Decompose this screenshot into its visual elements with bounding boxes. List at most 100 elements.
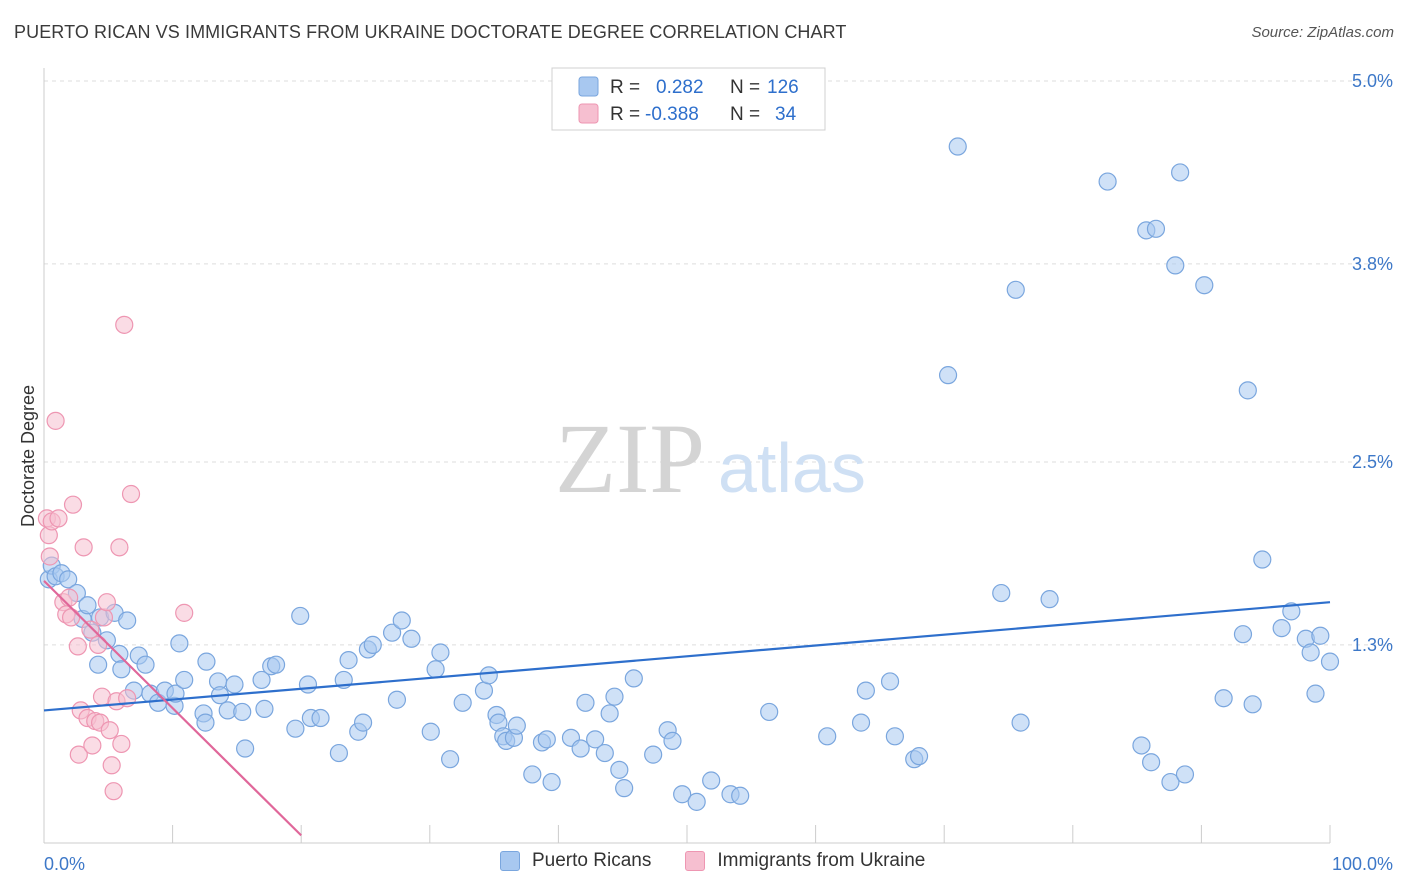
- puerto-rican-point: [938, 366, 958, 385]
- stats-r-value-2: -0.388: [645, 104, 699, 125]
- stats-r-label-2: R =: [610, 104, 640, 125]
- ukraine-point: [63, 495, 83, 514]
- ukraine-point: [175, 603, 194, 622]
- puerto-rican-point: [1161, 772, 1180, 792]
- stats-legend: R = 0.282 N = 126 R = -0.388 N = 34: [551, 67, 826, 131]
- puerto-rican-point: [702, 771, 721, 790]
- puerto-rican-point: [586, 730, 605, 749]
- puerto-rican-point: [576, 693, 595, 712]
- y-tick-label: 3.8%: [1352, 254, 1393, 274]
- puerto-rican-point: [291, 606, 310, 626]
- puerto-rican-point: [329, 743, 349, 763]
- ukraine-point: [83, 736, 102, 755]
- puerto-rican-point: [1171, 163, 1190, 182]
- ukraine-point: [60, 588, 79, 607]
- puerto-rican-point: [392, 611, 411, 630]
- puerto-rican-point: [1132, 736, 1151, 755]
- puerto-rican-point: [363, 635, 382, 654]
- ukraine-point: [68, 637, 87, 656]
- ukraine-point: [89, 635, 108, 654]
- stats-n-value-2: 34: [775, 104, 797, 125]
- puerto-rican-point: [948, 137, 967, 156]
- puerto-rican-point: [382, 623, 402, 642]
- puerto-rican-point: [600, 704, 619, 723]
- puerto-rican-point: [170, 634, 189, 653]
- puerto-rican-point: [112, 660, 131, 679]
- puerto-rican-point: [233, 702, 252, 722]
- puerto-rican-point: [1142, 753, 1161, 772]
- puerto-rican-point: [196, 713, 215, 732]
- puerto-rican-point: [610, 760, 629, 779]
- ukraine-point: [81, 620, 100, 639]
- source-label: Source: ZipAtlas.com: [1251, 24, 1394, 41]
- puerto-rican-point: [1146, 219, 1166, 238]
- ukraine-point: [97, 593, 116, 612]
- stats-n-label-1: N =: [730, 77, 760, 98]
- stats-r-value-1: 0.282: [656, 77, 704, 98]
- puerto-rican-point: [644, 745, 663, 764]
- puerto-rican-point: [687, 792, 706, 811]
- stats-n-value-1: 126: [767, 77, 799, 98]
- ukraine-point: [115, 315, 134, 334]
- puerto-rican-point: [1311, 626, 1330, 645]
- puerto-rican-point: [225, 675, 244, 694]
- puerto-rican-point: [78, 596, 97, 615]
- puerto-rican-point: [474, 681, 494, 700]
- ukraine-point: [94, 608, 114, 627]
- axes: [43, 68, 1331, 844]
- puerto-rican-point: [136, 655, 155, 674]
- ukraine-point: [49, 509, 68, 528]
- y-axis-label: Doctorate Degree: [18, 385, 38, 527]
- puerto-rican-point: [537, 730, 556, 749]
- puerto-rican-point: [1011, 713, 1030, 732]
- puerto-rican-point: [1214, 689, 1233, 708]
- watermark-zip: ZIP: [555, 403, 705, 514]
- puerto-rican-trend-line: [43, 601, 1331, 712]
- ukraine-point: [46, 411, 65, 430]
- puerto-rican-point: [402, 629, 421, 648]
- x-tick-label: 0.0%: [44, 854, 85, 874]
- puerto-rican-point: [431, 643, 450, 662]
- ukraine-point: [100, 721, 119, 740]
- puerto-rican-point: [421, 722, 440, 741]
- legend-swatch-ukraine: [685, 851, 706, 871]
- ukraine-point: [102, 756, 121, 775]
- gridlines: [44, 80, 1392, 646]
- puerto-rican-point: [605, 687, 624, 706]
- puerto-rican-point: [818, 727, 837, 746]
- puerto-rican-point: [1320, 652, 1340, 671]
- puerto-rican-point: [479, 666, 498, 685]
- puerto-rican-point: [595, 743, 614, 763]
- puerto-rican-point: [1253, 550, 1272, 569]
- puerto-rican-point: [760, 702, 779, 722]
- puerto-rican-point: [1166, 256, 1185, 275]
- puerto-rican-point: [453, 693, 472, 712]
- legend-swatch-puerto-ricans: [500, 851, 520, 871]
- series-legend: Puerto Ricans Immigrants from Ukraine: [500, 850, 959, 872]
- puerto-rican-point: [1195, 276, 1214, 295]
- legend-label-puerto-ricans: Puerto Ricans: [532, 850, 652, 871]
- ukraine-point: [104, 782, 123, 801]
- puerto-rican-point: [615, 779, 634, 798]
- puerto-rican-point: [175, 670, 194, 690]
- puerto-rican-point: [624, 669, 643, 688]
- ukraine-point: [61, 608, 81, 627]
- y-tick-label: 2.5%: [1352, 452, 1393, 472]
- trend-lines: [43, 580, 1331, 837]
- puerto-rican-point: [571, 739, 590, 758]
- legend-item-puerto-ricans: Puerto Ricans: [500, 850, 651, 872]
- puerto-rican-point: [1238, 381, 1257, 400]
- puerto-rican-point: [197, 652, 216, 671]
- puerto-rican-point: [1175, 765, 1195, 784]
- puerto-rican-point: [673, 785, 692, 804]
- puerto-rican-point: [1272, 619, 1291, 638]
- puerto-rican-point: [542, 772, 561, 792]
- puerto-rican-point: [255, 699, 274, 718]
- puerto-rican-point: [353, 713, 373, 732]
- puerto-rican-point: [1098, 172, 1117, 191]
- legend-label-ukraine: Immigrants from Ukraine: [717, 850, 926, 871]
- puerto-rican-point: [880, 672, 900, 691]
- x-tick-label: 100.0%: [1332, 854, 1393, 874]
- ukraine-point: [40, 547, 59, 566]
